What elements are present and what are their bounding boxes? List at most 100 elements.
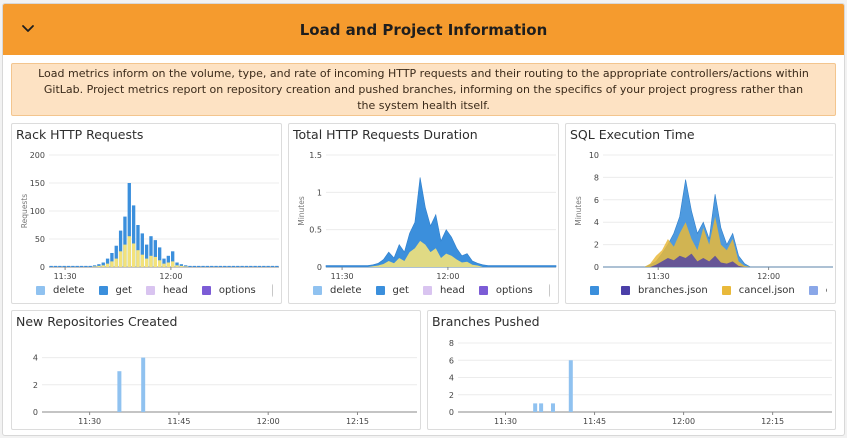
chevron-down-icon[interactable] xyxy=(19,20,37,38)
rack-chart[interactable]: 200 150 100 50 0 11:30 12:00 Requests xyxy=(12,124,283,284)
y-axis-label: Minutes xyxy=(297,196,306,226)
legend-label: head xyxy=(162,284,188,296)
bar-get xyxy=(79,265,84,267)
legend-label: get xyxy=(392,284,409,296)
bar-get xyxy=(253,265,257,267)
legend-item[interactable]: head xyxy=(145,284,188,296)
y-tick-label: 50 xyxy=(35,235,45,244)
bar-get xyxy=(105,258,110,267)
bar-get xyxy=(240,265,244,267)
legend-swatch xyxy=(201,285,211,295)
bar-delete xyxy=(127,236,131,267)
bar-get xyxy=(262,265,266,267)
legend-item[interactable]: branches.json xyxy=(621,285,708,296)
branches-chart[interactable]: 8 6 4 2 0 11:30 11:45 12:00 12:15 xyxy=(428,311,837,431)
legend-item[interactable] xyxy=(590,285,607,295)
legend-item[interactable]: options xyxy=(478,284,533,296)
x-tick-label: 11:30 xyxy=(54,272,77,281)
legend-more-button[interactable]: +3 xyxy=(548,282,550,298)
bar-get xyxy=(210,265,214,267)
y-tick-label: 1.5 xyxy=(309,151,322,160)
legend-swatch xyxy=(313,285,322,295)
panel-title: Total HTTP Requests Duration xyxy=(293,127,478,142)
legend-item[interactable]: get xyxy=(98,285,132,296)
bar-get xyxy=(223,265,227,267)
duration-chart[interactable]: 1.5 1 0.5 0 11:30 12:00 Minutes xyxy=(289,124,560,284)
y-tick-label: 2 xyxy=(449,391,454,400)
legend-item[interactable]: head xyxy=(422,285,465,296)
bar-delete xyxy=(157,260,162,267)
bar-get xyxy=(266,265,270,267)
x-tick-label: 11:30 xyxy=(78,417,101,426)
x-tick-label: 12:00 xyxy=(257,417,280,426)
bar-get xyxy=(201,265,205,267)
bar-delete xyxy=(184,266,188,267)
bar-delete xyxy=(153,256,157,267)
section-header[interactable]: Load and Project Information xyxy=(3,4,844,55)
legend-swatch xyxy=(375,285,385,295)
bar-get xyxy=(97,264,101,267)
legend-swatch xyxy=(721,285,731,295)
http-duration-panel: Total HTTP Requests Duration 1.5 1 0.5 0 11:… xyxy=(288,123,559,304)
legend-item[interactable]: cre xyxy=(808,285,827,296)
legend-item[interactable]: cancel.json xyxy=(721,284,795,296)
legend-item[interactable]: delete xyxy=(313,285,362,296)
bar-get xyxy=(153,240,157,267)
bar-delete xyxy=(105,263,110,267)
area-delete xyxy=(326,240,556,267)
y-tick-label: 8 xyxy=(594,173,599,182)
y-tick-label: 150 xyxy=(30,179,45,188)
y-tick-label: 0 xyxy=(449,408,454,417)
legend-swatch xyxy=(98,285,108,295)
y-tick-label: 2 xyxy=(33,381,38,390)
y-tick-label: 8 xyxy=(449,339,454,348)
bar-get xyxy=(188,265,192,267)
sql-chart[interactable]: 10 8 6 4 2 0 11:30 12:00 Minutes xyxy=(566,124,837,284)
bar-get xyxy=(270,265,275,267)
legend-label: options xyxy=(495,284,533,296)
legend-item[interactable]: get xyxy=(375,284,409,296)
bar-delete xyxy=(101,265,105,267)
bar-branches xyxy=(539,403,544,412)
bar-get xyxy=(144,244,149,267)
legend-swatch xyxy=(621,285,630,295)
y-tick-label: 2 xyxy=(594,241,599,250)
legend-swatch xyxy=(808,285,818,295)
x-tick-label: 11:30 xyxy=(647,272,670,281)
bar-branches xyxy=(533,403,538,412)
legend-item[interactable]: delete xyxy=(36,285,85,296)
bar-get xyxy=(131,205,136,267)
legend-more-button[interactable]: +3 xyxy=(271,282,273,298)
bar-get xyxy=(62,265,66,267)
bar-get xyxy=(140,233,144,267)
bar-get xyxy=(227,265,231,267)
section-title: Load and Project Information xyxy=(299,20,548,39)
bar-get xyxy=(231,265,236,267)
bar-get xyxy=(110,253,114,267)
area-cancel-json xyxy=(603,216,833,267)
x-tick-label: 11:30 xyxy=(331,272,354,281)
bar-get xyxy=(214,265,218,267)
x-tick-label: 11:45 xyxy=(583,417,606,426)
bar-delete xyxy=(149,255,153,267)
bar-get xyxy=(92,265,97,267)
y-tick-label: 4 xyxy=(33,354,38,363)
bar-delete xyxy=(162,263,166,267)
y-tick-label: 6 xyxy=(449,356,454,365)
area-branches-json xyxy=(603,253,833,267)
legend-label: cancel.json xyxy=(738,284,795,296)
repositories-chart[interactable]: 4 2 0 11:30 11:45 12:00 12:15 xyxy=(12,311,422,431)
y-tick-label: 4 xyxy=(449,374,454,383)
bar-get xyxy=(136,225,140,267)
y-tick-label: 1 xyxy=(317,188,322,197)
legend-item[interactable]: options xyxy=(201,285,256,296)
bar-delete xyxy=(144,258,149,267)
bar-get xyxy=(275,265,279,267)
bar-get xyxy=(192,265,197,267)
y-axis-label: Minutes xyxy=(574,196,583,226)
legend-swatch xyxy=(36,285,45,295)
bar-get xyxy=(66,265,71,267)
x-tick-label: 12:15 xyxy=(761,417,784,426)
bar-get xyxy=(123,216,127,267)
